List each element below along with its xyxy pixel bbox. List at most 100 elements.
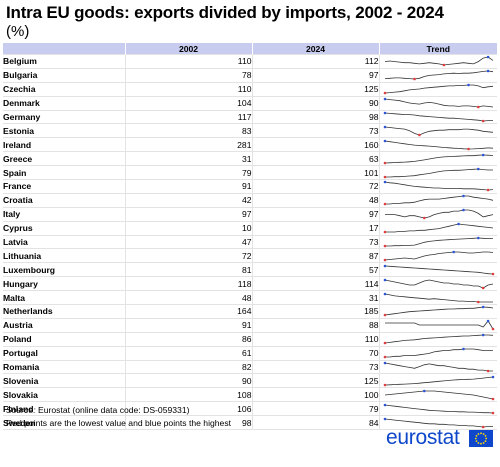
highest-point	[481, 153, 484, 156]
sparkline	[384, 320, 494, 331]
lowest-point	[486, 369, 489, 373]
sparkline-line	[384, 279, 493, 289]
highest-point	[422, 389, 426, 393]
value-2002: 82	[124, 359, 252, 374]
lowest-point	[476, 300, 480, 303]
sparkline-line	[384, 293, 493, 302]
lowest-point	[481, 286, 484, 289]
sparkline-line	[384, 390, 493, 400]
table-row: Netherlands 164 185	[3, 304, 497, 319]
table-row: Estonia 83 73	[3, 123, 497, 138]
highest-point	[383, 264, 386, 268]
sparkline	[383, 139, 493, 151]
country-label: Greece	[3, 151, 125, 166]
country-label: Czechia	[3, 81, 125, 97]
footnote: Red points are the lowest value and blue…	[6, 418, 232, 428]
highest-point	[476, 167, 480, 170]
source-text: Eurostat (online data code: DS-059331)	[38, 405, 190, 415]
value-2002: 106	[124, 401, 252, 416]
table-row: Latvia 47 73	[3, 234, 497, 249]
value-2002: 164	[124, 304, 252, 319]
highest-point	[383, 417, 386, 420]
value-2024: 110	[251, 331, 379, 347]
highest-point	[383, 292, 386, 295]
sparkline	[383, 125, 493, 137]
value-2024: 73	[251, 234, 379, 249]
table-row: Poland 86 110	[3, 331, 497, 347]
sparkline-line	[384, 182, 493, 191]
table-row: Hungary 118 114	[3, 276, 497, 291]
lowest-point	[383, 203, 386, 206]
country-label: Ireland	[3, 137, 125, 152]
value-2002: 117	[124, 109, 252, 124]
trend-cell	[378, 331, 497, 347]
data-table: 2002 2024 Trend Belgium 110 112 Bulgaria 78 9…	[3, 43, 497, 431]
highest-point	[383, 181, 386, 184]
sparkline	[383, 195, 493, 206]
trend-cell	[378, 415, 497, 431]
table-row: Ireland 281 160	[3, 137, 497, 152]
source-label: Source:	[6, 405, 36, 415]
table-row: Denmark 104 90	[3, 95, 497, 111]
country-label: Finland	[3, 401, 125, 416]
value-2024: 57	[251, 262, 379, 277]
trend-cell	[378, 206, 497, 222]
highest-point	[491, 375, 494, 379]
header-2002: 2002	[124, 43, 252, 55]
country-label: Austria	[3, 317, 125, 333]
sparkline	[384, 208, 493, 220]
country-label: Netherlands	[3, 304, 125, 319]
table-row: Lithuania 72 87	[3, 248, 497, 263]
flag-star	[484, 440, 487, 442]
country-label: Italy	[3, 206, 125, 222]
sparkline	[383, 222, 493, 234]
value-2002: 110	[124, 81, 252, 97]
highest-point	[476, 236, 480, 240]
sparkline-line	[384, 209, 493, 219]
trend-cell	[378, 192, 497, 208]
country-label: Luxembourg	[3, 262, 125, 277]
sparkline	[383, 153, 493, 164]
value-2024: 73	[251, 359, 379, 374]
logo-text: eurostat	[386, 426, 460, 449]
highest-point	[461, 208, 465, 212]
sparkline	[384, 56, 493, 67]
value-2002: 72	[124, 248, 252, 263]
value-2024: 70	[251, 345, 379, 361]
lowest-point	[412, 78, 416, 81]
value-2002: 281	[124, 137, 252, 152]
sparkline	[383, 375, 494, 387]
table-row: Belgium 110 112	[3, 54, 497, 69]
lowest-point	[383, 175, 386, 178]
trend-cell	[378, 276, 497, 291]
header-2024: 2024	[251, 43, 379, 55]
sparkline-line	[384, 140, 493, 150]
sparkline	[383, 278, 493, 289]
lowest-point	[383, 355, 386, 359]
value-2024: 98	[251, 109, 379, 124]
country-label: Estonia	[3, 123, 125, 138]
table-row: Malta 48 31	[3, 290, 497, 305]
highest-point	[383, 278, 386, 281]
lowest-point	[442, 64, 445, 67]
lowest-point	[486, 189, 489, 192]
country-label: Hungary	[3, 276, 125, 291]
trend-cell	[378, 165, 497, 180]
value-2024: 48	[251, 192, 379, 208]
eu-flag-icon	[469, 430, 493, 447]
sparkline-line	[384, 126, 493, 136]
highest-point	[486, 56, 489, 59]
value-2002: 91	[124, 317, 252, 333]
value-2002: 48	[124, 290, 252, 305]
lowest-point	[466, 147, 470, 151]
value-2002: 108	[124, 387, 252, 402]
trend-cell	[378, 220, 497, 236]
sparkline-line	[384, 57, 493, 66]
trend-cell	[378, 81, 497, 97]
lowest-point	[383, 161, 386, 164]
trend-cell	[378, 234, 497, 249]
source-line: Source: Eurostat (online data code: DS-0…	[6, 405, 189, 415]
lowest-point	[383, 230, 386, 234]
value-2002: 10	[124, 220, 252, 236]
flag-star	[485, 437, 488, 440]
